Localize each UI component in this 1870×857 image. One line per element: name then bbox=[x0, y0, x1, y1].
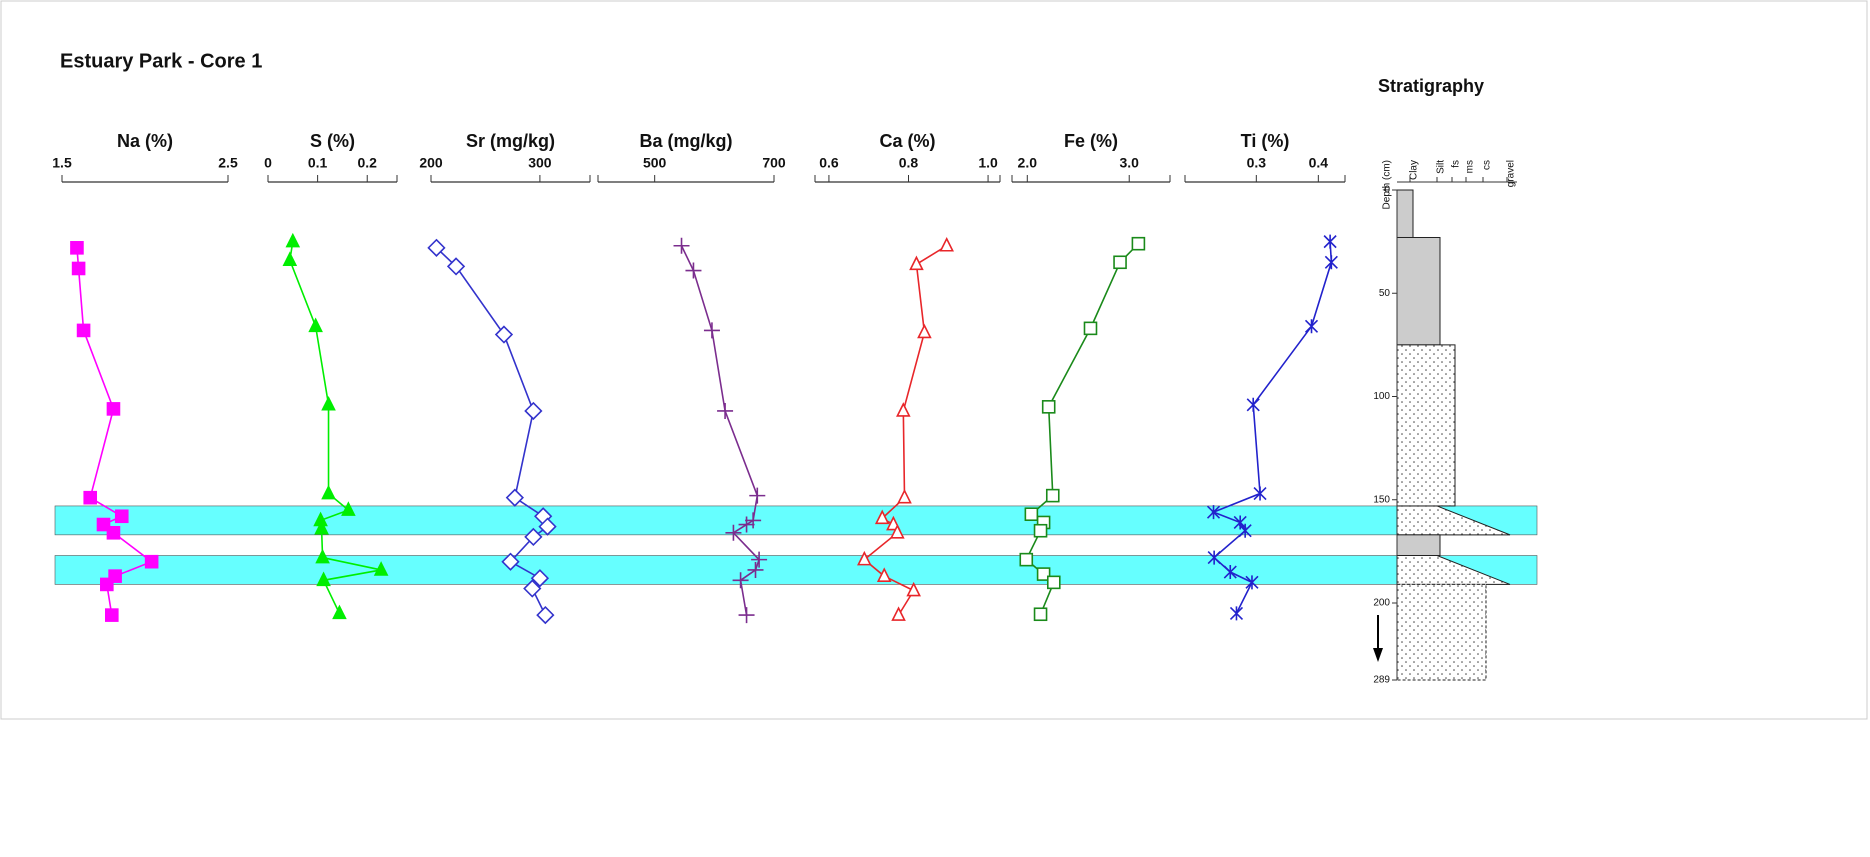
frame bbox=[1, 1, 1867, 719]
data-point bbox=[941, 239, 953, 251]
x-tick-label: 0.2 bbox=[357, 155, 377, 171]
x-tick-label: 2.5 bbox=[218, 155, 238, 171]
data-point bbox=[71, 242, 83, 254]
strat-layer bbox=[1397, 345, 1455, 506]
x-tick-label: 1.0 bbox=[978, 155, 998, 171]
data-point bbox=[704, 322, 720, 338]
strat-layer bbox=[1397, 190, 1413, 237]
y-tick-label: 0 bbox=[1384, 185, 1390, 196]
column-label: fs bbox=[1451, 160, 1462, 168]
highlight-band bbox=[55, 506, 1537, 535]
x-tick-label: 0.1 bbox=[308, 155, 328, 171]
data-point bbox=[1025, 508, 1037, 520]
data-point bbox=[537, 607, 553, 623]
data-point bbox=[73, 262, 85, 274]
data-point bbox=[899, 491, 911, 503]
column-label: Silt bbox=[1436, 160, 1447, 174]
x-tick-label: 0 bbox=[264, 155, 272, 171]
y-tick-label: 150 bbox=[1373, 494, 1390, 505]
data-point bbox=[1325, 255, 1337, 269]
data-point bbox=[1114, 256, 1126, 268]
data-point bbox=[685, 263, 701, 279]
data-point bbox=[910, 257, 922, 269]
y-tick-label: 289 bbox=[1373, 675, 1390, 686]
y-tick-label: 50 bbox=[1379, 288, 1391, 299]
data-point bbox=[1132, 238, 1144, 250]
x-tick-label: 2.0 bbox=[1018, 155, 1038, 171]
x-tick-label: 1.5 bbox=[52, 155, 72, 171]
data-point bbox=[1084, 322, 1096, 334]
data-point bbox=[1254, 487, 1266, 501]
data-point bbox=[1324, 235, 1336, 249]
data-point bbox=[1230, 606, 1242, 620]
data-point bbox=[674, 238, 690, 254]
data-point bbox=[107, 403, 119, 415]
highlight-band bbox=[55, 556, 1537, 585]
panel-title: Ti (%) bbox=[1241, 131, 1290, 151]
x-tick-label: 300 bbox=[528, 155, 552, 171]
data-point bbox=[496, 327, 512, 343]
data-point bbox=[84, 492, 96, 504]
data-point bbox=[918, 325, 930, 337]
data-point bbox=[78, 324, 90, 336]
strat-layer bbox=[1397, 584, 1486, 680]
data-point bbox=[1247, 398, 1259, 412]
strat-layer bbox=[1397, 237, 1440, 344]
data-point bbox=[717, 403, 733, 419]
x-tick-label: 200 bbox=[419, 155, 443, 171]
data-point bbox=[1306, 319, 1318, 333]
x-tick-label: 0.4 bbox=[1309, 155, 1329, 171]
strat-title: Stratigraphy bbox=[1378, 76, 1484, 96]
x-tick-label: 0.8 bbox=[899, 155, 919, 171]
data-point bbox=[287, 235, 299, 247]
x-tick-label: 0.6 bbox=[819, 155, 839, 171]
panel-title: S (%) bbox=[310, 131, 355, 151]
data-point bbox=[1020, 554, 1032, 566]
data-point bbox=[333, 606, 345, 618]
x-tick-label: 3.0 bbox=[1119, 155, 1139, 171]
column-label: cs bbox=[1482, 160, 1493, 170]
panel-title: Sr (mg/kg) bbox=[466, 131, 555, 151]
data-point bbox=[146, 556, 158, 568]
data-point bbox=[507, 490, 523, 506]
data-point bbox=[1047, 490, 1059, 502]
data-point bbox=[739, 607, 755, 623]
plot: Na (%) 1.5 2.5 S (%) 0 0.1 0.2 Sr (mg/kg) 200 300… bbox=[52, 76, 1517, 686]
data-point bbox=[107, 527, 119, 539]
x-tick-label: 0.3 bbox=[1247, 155, 1267, 171]
data-point bbox=[101, 578, 113, 590]
panel-title: Ba (mg/kg) bbox=[639, 131, 732, 151]
strat-layer bbox=[1397, 535, 1440, 556]
panel-title: Fe (%) bbox=[1064, 131, 1118, 151]
y-tick-label: 200 bbox=[1373, 598, 1390, 609]
arrow-head bbox=[1373, 648, 1383, 662]
data-point bbox=[323, 398, 335, 410]
data-point bbox=[116, 510, 128, 522]
column-label: gravel bbox=[1506, 160, 1517, 187]
data-point bbox=[1043, 401, 1055, 413]
y-tick-label: 100 bbox=[1373, 391, 1390, 402]
data-point bbox=[908, 584, 920, 596]
data-point bbox=[1035, 525, 1047, 537]
data-point bbox=[106, 609, 118, 621]
data-point bbox=[1035, 608, 1047, 620]
bands bbox=[55, 506, 1537, 584]
data-point bbox=[893, 608, 905, 620]
panel-title: Na (%) bbox=[117, 131, 173, 151]
panel-title: Ca (%) bbox=[879, 131, 935, 151]
data-point bbox=[284, 253, 296, 265]
column-label: ms bbox=[1465, 160, 1476, 173]
data-point bbox=[310, 319, 322, 331]
data-point bbox=[897, 404, 909, 416]
x-tick-label: 500 bbox=[643, 155, 667, 171]
data-point bbox=[1048, 576, 1060, 588]
data-point bbox=[749, 488, 765, 504]
figure: Estuary Park - Core 1 Na (%)1.52.5S (%)0… bbox=[0, 0, 1870, 857]
x-tick-label: 700 bbox=[762, 155, 786, 171]
figure-title: Estuary Park - Core 1 bbox=[60, 50, 262, 72]
data-point bbox=[525, 403, 541, 419]
data-point bbox=[323, 487, 335, 499]
